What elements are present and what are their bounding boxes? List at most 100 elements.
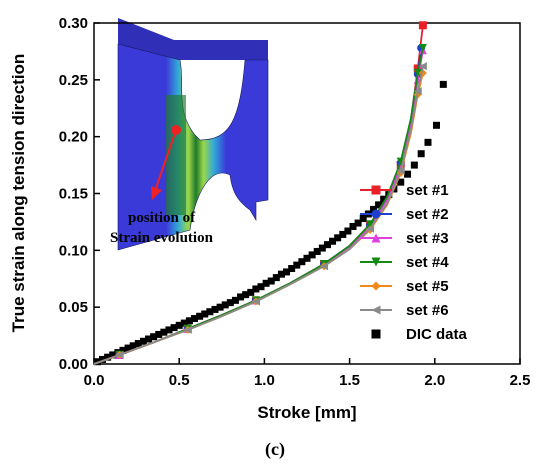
data-point: [410, 161, 418, 169]
legend-marker: [371, 305, 381, 315]
inset-arrow-head: [151, 186, 162, 200]
data-point: [145, 335, 153, 343]
data-point: [191, 315, 199, 323]
x-tick-label: 1.0: [254, 372, 275, 389]
data-point: [272, 274, 280, 282]
y-tick-label: 0.20: [59, 129, 88, 146]
data-point: [375, 201, 383, 209]
data-point: [237, 293, 245, 301]
data-point: [323, 241, 331, 249]
data-point: [201, 310, 209, 318]
data-point: [247, 288, 255, 296]
x-tick-label: 2.5: [510, 372, 531, 389]
data-point: [366, 220, 375, 229]
data-point: [129, 342, 137, 350]
data-point: [183, 325, 192, 334]
data-point: [349, 222, 357, 230]
data-point: [231, 296, 239, 304]
inset-label-line2: Strain evolution: [110, 230, 214, 246]
data-point: [226, 299, 234, 307]
data-point: [252, 285, 260, 293]
data-point: [354, 219, 362, 227]
x-axis-ticks: 0.0 0.5 1.0 1.5 2.0 2.5: [84, 358, 531, 389]
x-tick-label: 0.5: [169, 372, 190, 389]
data-point: [155, 330, 163, 338]
legend-item: set #3: [360, 230, 449, 247]
legend-label: set #2: [406, 206, 449, 223]
legend-label: set #5: [406, 278, 449, 295]
data-point: [359, 215, 367, 223]
data-point: [380, 195, 388, 203]
legend-item: set #2: [360, 206, 449, 223]
data-point: [211, 305, 219, 313]
data-point: [417, 150, 425, 158]
data-point: [344, 227, 352, 235]
data-point: [424, 138, 432, 146]
data-point: [277, 270, 285, 278]
data-point: [418, 21, 427, 30]
legend-label: set #4: [406, 254, 449, 271]
data-point: [115, 350, 124, 359]
data-point: [303, 254, 311, 262]
legend-label: DIC data: [406, 326, 468, 343]
data-point: [439, 80, 447, 88]
data-point: [320, 262, 329, 271]
data-point: [139, 337, 147, 345]
legend-label: set #1: [406, 182, 449, 199]
data-point: [165, 326, 173, 334]
panel-label: (c): [265, 439, 285, 460]
data-point: [242, 291, 250, 299]
data-point: [413, 69, 422, 78]
data-point: [418, 62, 427, 71]
legend-marker: [371, 257, 381, 267]
data-point: [334, 234, 342, 242]
data-point: [433, 121, 441, 129]
data-point: [293, 261, 301, 269]
data-point: [221, 301, 229, 309]
y-tick-label: 0.30: [59, 15, 88, 32]
data-point: [206, 308, 214, 316]
data-point: [170, 324, 178, 332]
y-tick-label: 0.10: [59, 242, 88, 259]
legend: set #1 set #2 set #3 set #4 set #5 set #6 DIC …: [360, 182, 468, 343]
inset-arrow-line: [155, 129, 177, 189]
data-point: [366, 224, 375, 233]
y-axis-title: True strain along tension direction: [9, 54, 28, 333]
data-point: [396, 166, 405, 175]
data-point: [124, 344, 132, 352]
x-axis-title: Stroke [mm]: [257, 403, 356, 422]
data-point: [308, 251, 316, 259]
data-point: [251, 297, 260, 306]
data-point: [369, 205, 377, 213]
legend-marker: [371, 281, 381, 291]
data-point: [397, 178, 405, 186]
series-6: [93, 62, 427, 365]
legend-marker: [371, 233, 381, 243]
data-point: [283, 268, 291, 276]
inset-necking-zone: [166, 95, 186, 215]
data-point: [298, 258, 306, 266]
legend-item: set #4: [360, 254, 449, 271]
data-point: [318, 244, 326, 252]
data-point: [180, 319, 188, 327]
y-tick-label: 0.05: [59, 299, 88, 316]
data-point: [185, 317, 193, 325]
legend-label: set #6: [406, 302, 449, 319]
legend-marker: [371, 209, 381, 219]
data-point: [134, 340, 142, 348]
legend-item: set #1: [360, 182, 449, 199]
data-point: [175, 321, 183, 329]
data-point: [267, 277, 275, 285]
inset-specimen-model: position of Strain evolution: [110, 18, 269, 251]
legend-item: set #5: [360, 278, 449, 295]
data-point: [119, 346, 127, 354]
data-point: [93, 358, 101, 366]
x-tick-label: 2.0: [424, 372, 445, 389]
inset-specimen-top-face: [118, 18, 268, 60]
data-point: [413, 87, 422, 96]
data-point: [196, 312, 204, 320]
y-tick-label: 0.00: [59, 356, 88, 373]
legend-label: set #3: [406, 230, 449, 247]
data-point: [216, 303, 224, 311]
x-tick-label: 0.0: [84, 372, 105, 389]
